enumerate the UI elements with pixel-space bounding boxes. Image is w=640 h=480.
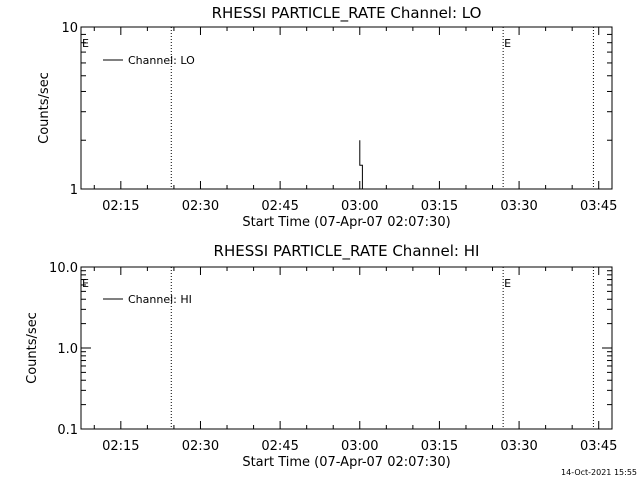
y-axis-label: Counts/sec	[37, 72, 52, 144]
x-tick-label: 02:45	[261, 199, 298, 214]
footer-timestamp: 14-Oct-2021 15:55	[561, 468, 637, 477]
x-tick-label: 03:00	[341, 439, 378, 454]
x-tick-label: 03:00	[341, 199, 378, 214]
chart-title: RHESSI PARTICLE_RATE Channel: HI	[214, 242, 480, 261]
plot-frame	[80, 26, 613, 190]
x-tick-label: 02:30	[182, 199, 219, 214]
series-line	[359, 140, 363, 189]
y-tick-label: 0.1	[57, 423, 78, 438]
x-tick-label: 03:15	[421, 439, 458, 454]
event-marker: E	[82, 37, 89, 50]
hi-channel-panel: RHESSI PARTICLE_RATE Channel: HI 02:15 02:…	[25, 242, 617, 470]
x-axis-label: Start Time (07-Apr-07 02:07:30)	[242, 215, 450, 230]
plot-frame	[80, 266, 613, 430]
y-tick-label: 1.0	[57, 342, 78, 357]
y-tick-label: 1	[70, 183, 78, 198]
legend-label: Channel: HI	[128, 293, 192, 306]
x-tick-label: 03:15	[421, 199, 458, 214]
x-tick-label: 02:30	[182, 439, 219, 454]
y-tick-label: 10	[61, 21, 78, 36]
y-axis-label: Counts/sec	[25, 312, 40, 384]
chart-title: RHESSI PARTICLE_RATE Channel: LO	[212, 4, 482, 23]
x-tick-label: 02:15	[102, 199, 139, 214]
x-tick-label: 03:45	[580, 199, 617, 214]
event-marker: E	[82, 277, 89, 290]
x-axis-label: Start Time (07-Apr-07 02:07:30)	[242, 455, 450, 470]
x-tick-label: 02:15	[102, 439, 139, 454]
x-tick-label: 03:30	[500, 199, 537, 214]
lo-channel-panel: RHESSI PARTICLE_RATE Channel: LO 02:15 02:…	[37, 4, 617, 230]
x-tick-label: 03:45	[580, 439, 617, 454]
event-marker: E	[504, 37, 511, 50]
y-tick-label: 10.0	[49, 261, 78, 276]
legend-label: Channel: LO	[128, 54, 195, 67]
x-tick-label: 02:45	[261, 439, 298, 454]
event-marker: E	[504, 277, 511, 290]
x-tick-label: 03:30	[500, 439, 537, 454]
